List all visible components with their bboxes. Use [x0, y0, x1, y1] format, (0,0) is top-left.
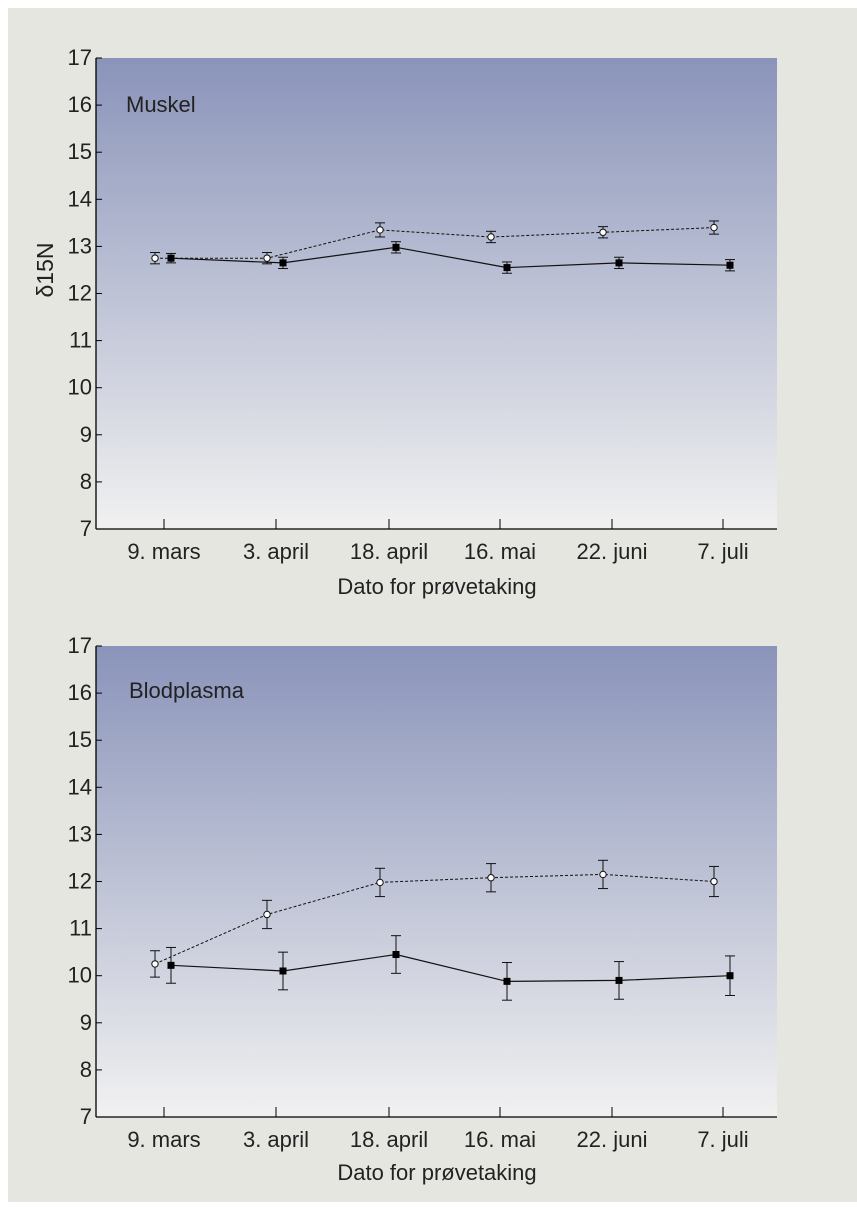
- plot-area-blodplasma: [96, 646, 777, 1117]
- y-tick-label-muskel: 10: [68, 375, 92, 400]
- x-axis-title-blodplasma: Dato for prøvetaking: [337, 1160, 536, 1185]
- x-tick-label-blodplasma: 7. juli: [697, 1127, 748, 1152]
- data-point-filled-muskel: [167, 254, 175, 262]
- y-tick-label-muskel: 12: [68, 281, 92, 306]
- y-tick-label-muskel: 15: [68, 139, 92, 164]
- plot-area-muskel: [96, 58, 777, 529]
- y-tick-label-muskel: 17: [68, 45, 92, 70]
- y-tick-label-muskel: 7: [80, 516, 92, 541]
- data-point-filled-muskel: [726, 261, 734, 269]
- y-tick-label-muskel: 14: [68, 186, 92, 211]
- data-point-open-blodplasma: [376, 878, 384, 887]
- x-tick-label-muskel: 9. mars: [127, 539, 200, 564]
- y-tick-label-blodplasma: 15: [68, 727, 92, 752]
- y-tick-label-blodplasma: 8: [80, 1057, 92, 1082]
- data-point-filled-blodplasma: [726, 972, 734, 980]
- panel-label-blodplasma: Blodplasma: [129, 678, 245, 703]
- x-tick-label-muskel: 18. april: [350, 539, 428, 564]
- data-point-filled-muskel: [279, 259, 287, 267]
- y-tick-label-blodplasma: 12: [68, 869, 92, 894]
- x-tick-label-blodplasma: 22. juni: [577, 1127, 648, 1152]
- y-tick-label-blodplasma: 14: [68, 774, 92, 799]
- chart-blodplasma: 7 8 9 10 11 12 13 14 15 16 17 9. mars 3. april 18. ap…: [68, 633, 777, 1185]
- series-line-filled-muskel: [170, 246, 731, 269]
- x-tick-label-blodplasma: 18. april: [350, 1127, 428, 1152]
- data-point-open-muskel: [599, 228, 607, 236]
- x-tick-label-blodplasma: 16. mai: [464, 1127, 536, 1152]
- y-tick-label-muskel: 13: [68, 233, 92, 258]
- y-tick-label-blodplasma: 9: [80, 1010, 92, 1035]
- data-point-open-muskel: [263, 254, 271, 262]
- series-line-open-muskel: [155, 227, 715, 259]
- x-tick-label-muskel: 3. april: [243, 539, 309, 564]
- y-tick-label-muskel: 9: [80, 422, 92, 447]
- x-tick-label-muskel: 7. juli: [697, 539, 748, 564]
- data-point-open-blodplasma: [599, 870, 607, 879]
- chart-muskel: 7 8 9 10 11 12 13 14 15 16 17 9. mars 3. april 18. ap…: [32, 45, 777, 599]
- y-tick-label-blodplasma: 17: [68, 633, 92, 658]
- data-point-filled-blodplasma: [392, 951, 400, 959]
- data-point-open-blodplasma: [151, 960, 159, 968]
- data-point-open-blodplasma: [710, 877, 718, 886]
- series-line-open-blodplasma: [154, 873, 715, 965]
- x-tick-label-blodplasma: 3. april: [243, 1127, 309, 1152]
- data-point-filled-muskel: [615, 259, 623, 267]
- figure-background: 7 8 9 10 11 12 13 14 15 16 17 9. mars 3. april 18. ap…: [8, 8, 857, 1202]
- y-tick-label-blodplasma: 10: [68, 963, 92, 988]
- y-tick-label-blodplasma: 11: [69, 916, 92, 941]
- x-axis-title-muskel: Dato for prøvetaking: [337, 574, 536, 599]
- data-point-open-muskel: [487, 233, 495, 241]
- data-point-open-blodplasma: [263, 910, 271, 919]
- x-tick-label-muskel: 22. juni: [577, 539, 648, 564]
- x-tick-label-muskel: 16. mai: [464, 539, 536, 564]
- data-point-filled-blodplasma: [167, 961, 175, 969]
- y-tick-label-muskel: 16: [68, 92, 92, 117]
- data-point-filled-blodplasma: [615, 976, 623, 984]
- y-tick-label-blodplasma: 16: [68, 680, 92, 705]
- y-tick-label-muskel: 8: [80, 469, 92, 494]
- figure-canvas: 7 8 9 10 11 12 13 14 15 16 17 9. mars 3. april 18. ap…: [32, 45, 777, 1185]
- y-tick-label-blodplasma: 13: [68, 821, 92, 846]
- data-point-open-blodplasma: [487, 874, 495, 882]
- y-axis-title: δ15N: [32, 243, 58, 298]
- data-point-open-muskel: [710, 223, 718, 232]
- data-point-filled-muskel: [503, 264, 511, 272]
- data-point-open-muskel: [376, 226, 384, 234]
- y-tick-label-muskel: 11: [69, 328, 92, 353]
- data-point-filled-muskel: [392, 243, 400, 251]
- series-line-filled-blodplasma: [170, 953, 731, 983]
- panel-label-muskel: Muskel: [126, 92, 196, 117]
- data-point-open-muskel: [151, 254, 159, 262]
- data-point-filled-blodplasma: [503, 977, 511, 985]
- data-point-filled-blodplasma: [279, 967, 287, 975]
- x-tick-label-blodplasma: 9. mars: [127, 1127, 200, 1152]
- y-tick-label-blodplasma: 7: [80, 1104, 92, 1129]
